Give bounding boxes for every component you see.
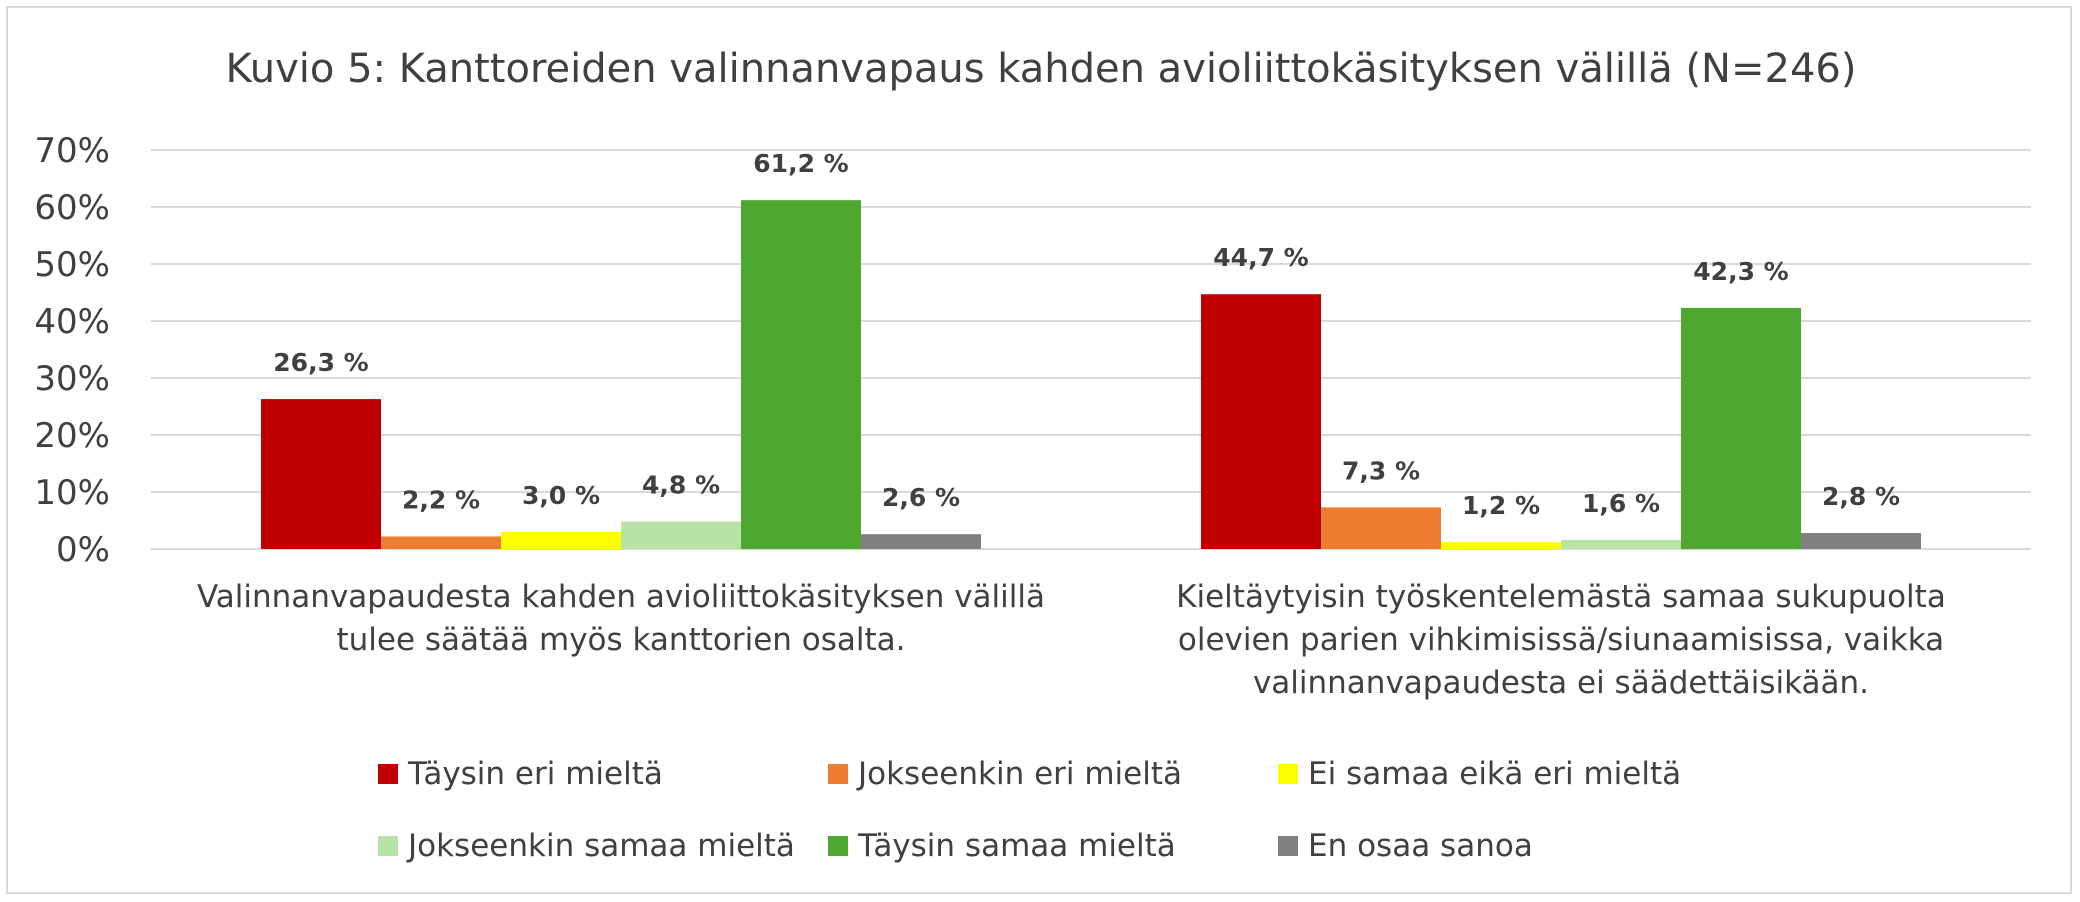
data-label: 1,2 %	[1462, 491, 1540, 520]
legend-item: Täysin samaa mieltä	[828, 822, 1278, 870]
y-tick-label: 40%	[34, 302, 110, 342]
chart-plot: 0% 10% 20% 30% 40% 50% 60% 70% 26,3 % 2,2 % 3,0 % 4…	[34, 131, 2031, 570]
y-tick-label: 70%	[34, 131, 110, 171]
data-label: 2,8 %	[1822, 482, 1900, 511]
legend-swatch	[1278, 764, 1298, 784]
legend-item: En osaa sanoa	[1278, 822, 1728, 870]
bar	[621, 521, 741, 549]
legend-swatch	[828, 836, 848, 856]
legend-item: Jokseenkin samaa mieltä	[378, 822, 828, 870]
data-label: 4,8 %	[642, 471, 720, 500]
bar	[1801, 533, 1921, 549]
bar	[1201, 294, 1321, 549]
legend-label: En osaa sanoa	[1308, 828, 1533, 864]
legend-item: Ei samaa eikä eri mieltä	[1278, 750, 1728, 798]
data-label: 61,2 %	[753, 149, 848, 178]
category-label-2: Kieltäytyisin työskentelemästä samaa suk…	[1071, 576, 2051, 705]
bar	[861, 534, 981, 549]
data-label: 1,6 %	[1582, 489, 1660, 518]
category-label-line: olevien parien vihkimisissä/siunaamisiss…	[1177, 622, 1945, 658]
legend-swatch	[828, 764, 848, 784]
bar	[1681, 307, 1801, 549]
data-label: 2,6 %	[882, 483, 960, 512]
category-label-1: Valinnanvapaudesta kahden avioliittokäsi…	[131, 576, 1111, 662]
data-label: 44,7 %	[1213, 243, 1308, 272]
legend-label: Ei samaa eikä eri mieltä	[1308, 756, 1682, 792]
y-tick-label: 30%	[34, 359, 110, 399]
legend-label: Jokseenkin samaa mieltä	[408, 828, 795, 864]
legend-item: Jokseenkin eri mieltä	[828, 750, 1278, 798]
bar	[501, 531, 621, 549]
legend-swatch	[378, 764, 398, 784]
category-label-line: valinnanvapaudesta ei säädettäisikään.	[1252, 665, 1870, 701]
y-tick-label: 0%	[56, 530, 110, 570]
y-tick-label: 20%	[34, 416, 110, 456]
category-label-line: Valinnanvapaudesta kahden avioliittokäsi…	[196, 579, 1045, 615]
bar	[1441, 542, 1561, 549]
y-tick-label: 10%	[34, 473, 110, 513]
data-label: 7,3 %	[1342, 456, 1420, 485]
category-label-line: tulee säätää myös kanttorien osalta.	[336, 622, 906, 658]
data-label: 2,2 %	[402, 485, 480, 514]
legend-label: Täysin eri mieltä	[408, 756, 663, 792]
legend-swatch	[378, 836, 398, 856]
data-label: 42,3 %	[1693, 257, 1788, 286]
legend-label: Jokseenkin eri mieltä	[858, 756, 1183, 792]
data-label: 3,0 %	[522, 481, 600, 510]
y-tick-label: 50%	[34, 245, 110, 285]
bar	[381, 536, 501, 549]
legend-swatch	[1278, 836, 1298, 856]
bar	[741, 200, 861, 549]
chart-frame: Kuvio 5: Kanttoreiden valinnanvapaus kah…	[6, 6, 2072, 894]
bar	[261, 399, 381, 549]
data-label: 26,3 %	[273, 348, 368, 377]
legend-label: Täysin samaa mieltä	[858, 828, 1176, 864]
legend: Täysin eri mieltä Jokseenkin eri mieltä Ei…	[378, 750, 1778, 870]
bar	[1561, 539, 1681, 549]
chart-title: Kuvio 5: Kanttoreiden valinnanvapaus kah…	[225, 46, 1857, 92]
y-tick-label: 60%	[34, 188, 110, 228]
bar	[1321, 507, 1441, 549]
legend-item: Täysin eri mieltä	[378, 750, 828, 798]
category-label-line: Kieltäytyisin työskentelemästä samaa suk…	[1176, 579, 1946, 615]
